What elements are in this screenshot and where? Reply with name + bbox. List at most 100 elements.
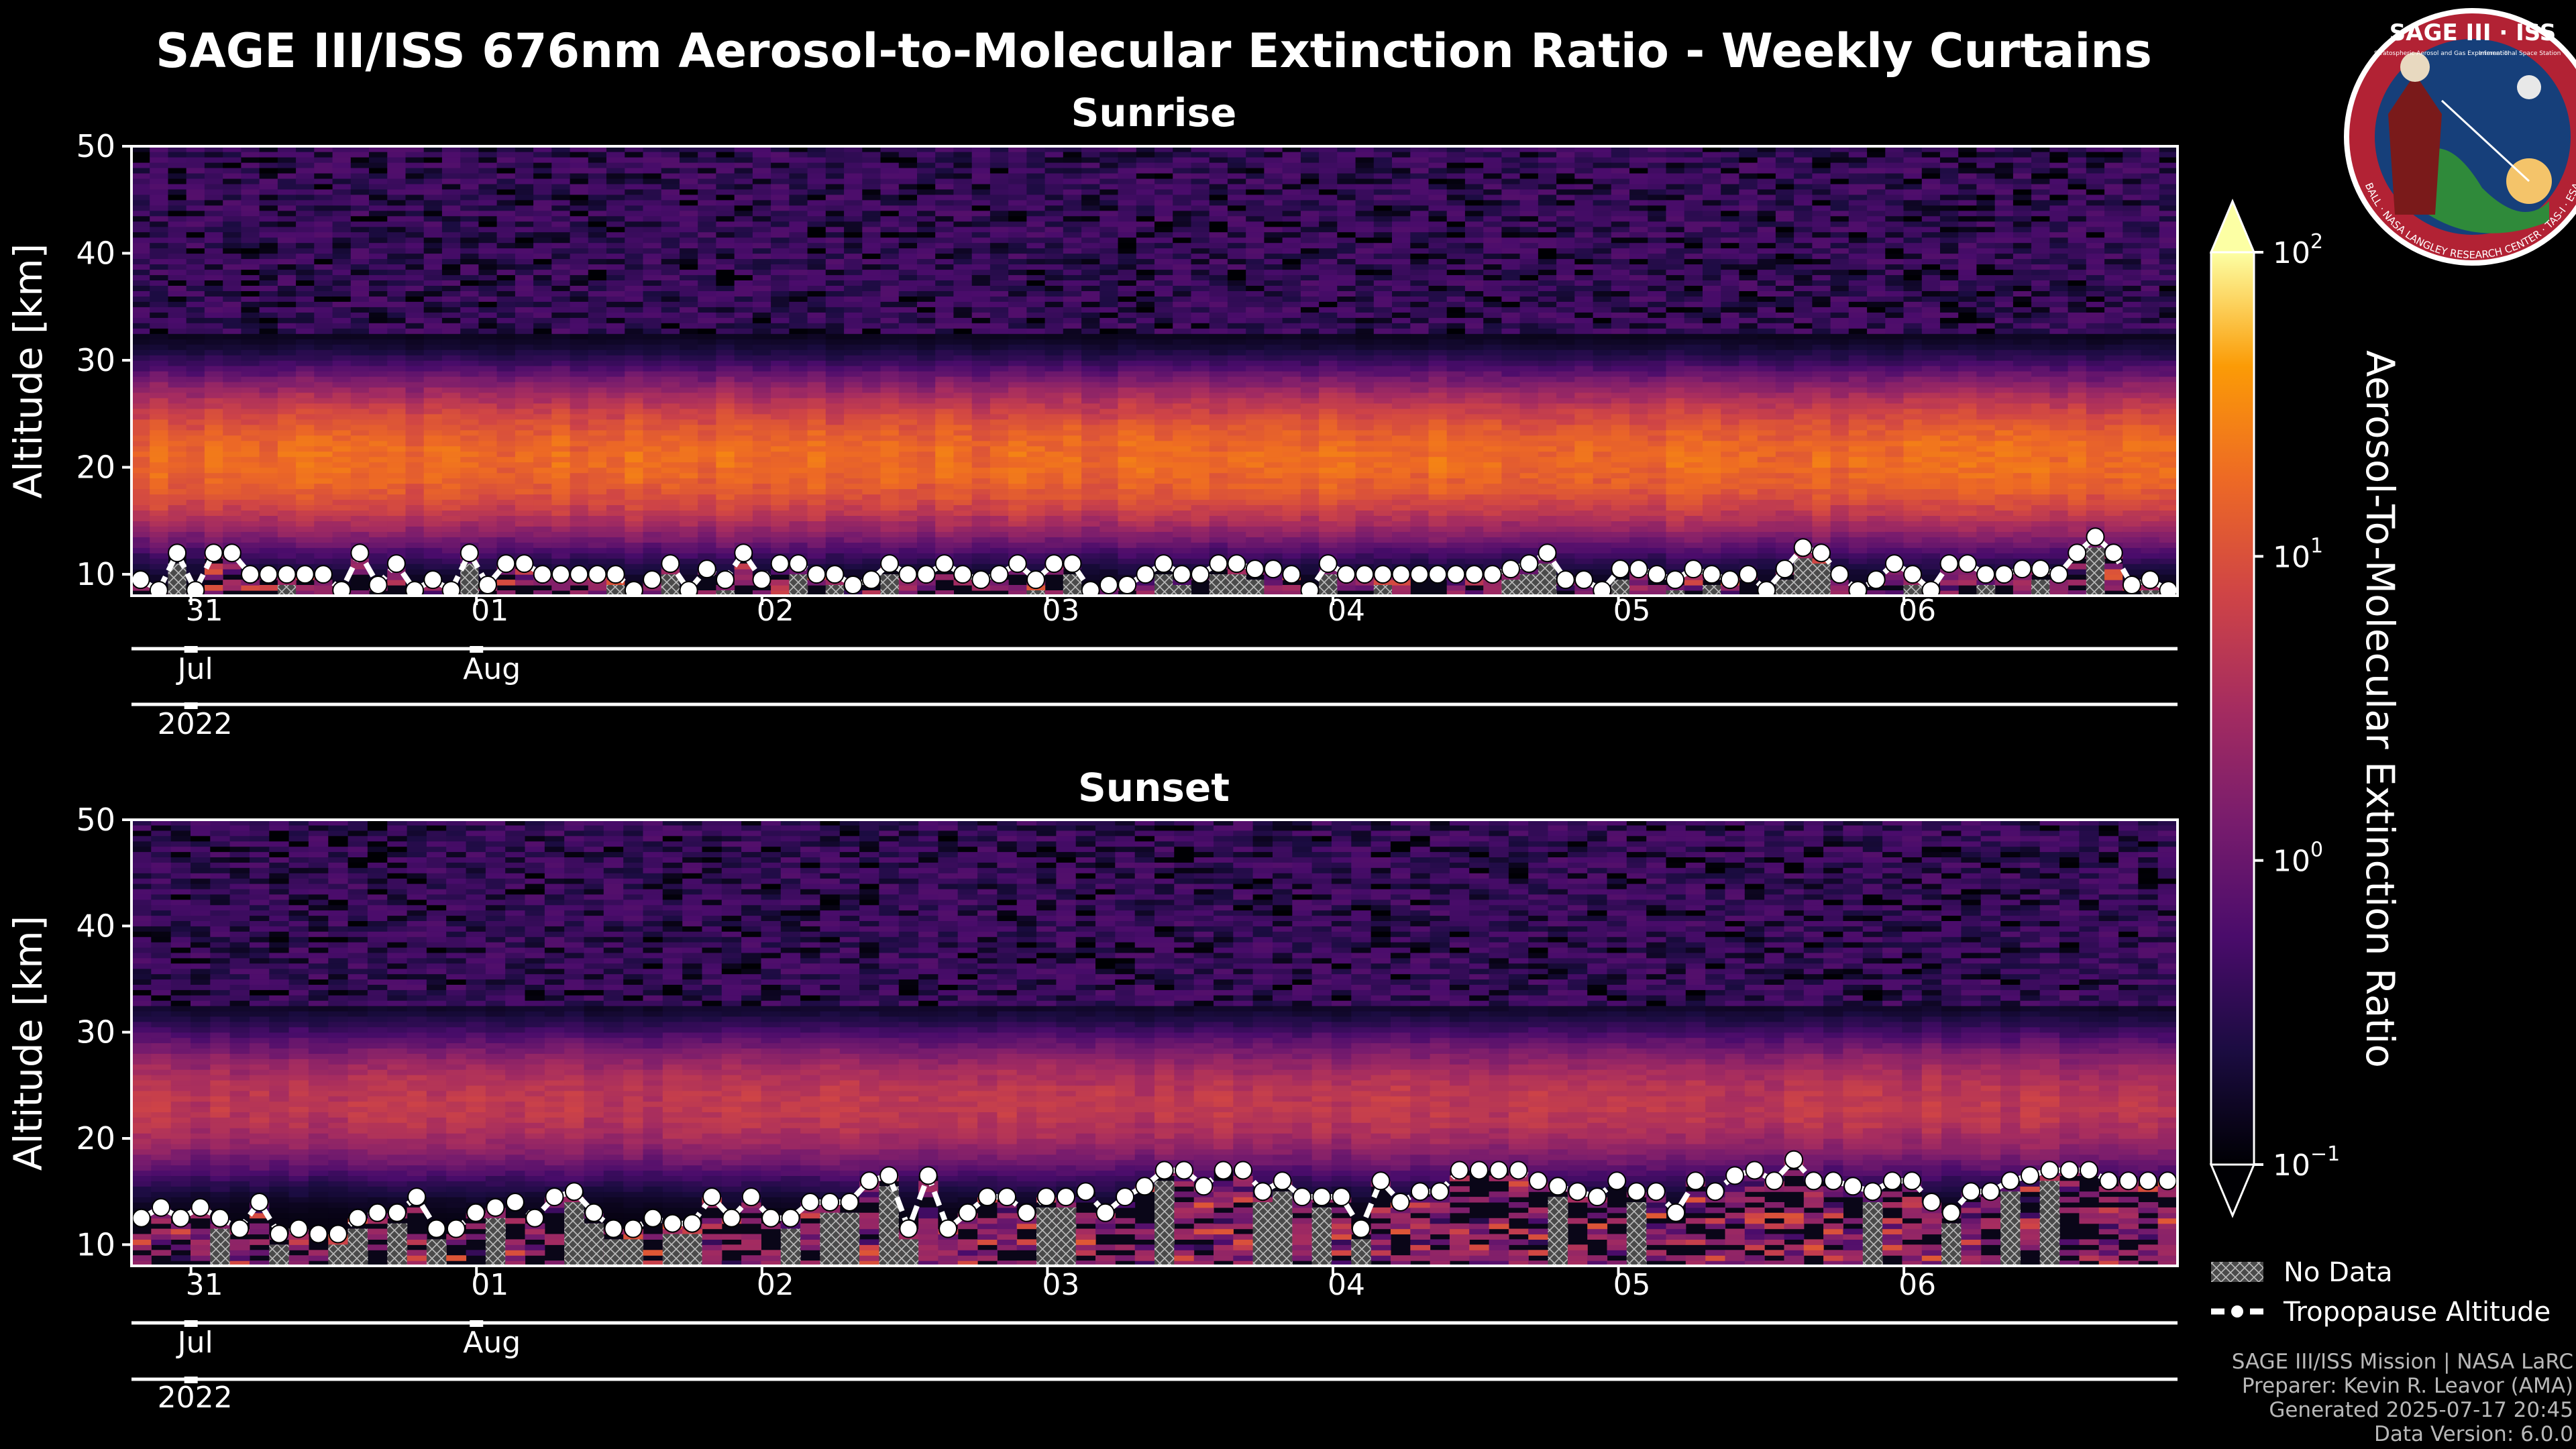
heatmap-cell bbox=[680, 355, 698, 361]
heatmap-cell bbox=[259, 280, 278, 286]
heatmap-cell bbox=[989, 376, 1009, 382]
heatmap-cell bbox=[1191, 553, 1210, 559]
heatmap-cell bbox=[387, 242, 407, 249]
heatmap-cell bbox=[661, 456, 680, 463]
heatmap-cell bbox=[1044, 382, 1064, 388]
heatmap-cell bbox=[734, 499, 753, 505]
heatmap-cell bbox=[698, 333, 716, 339]
heatmap-cell bbox=[898, 355, 918, 361]
heatmap-cell bbox=[405, 451, 425, 458]
heatmap-cell bbox=[277, 445, 297, 452]
heatmap-cell bbox=[1136, 172, 1155, 179]
heatmap-cell bbox=[186, 360, 205, 366]
heatmap-cell bbox=[880, 440, 900, 447]
heatmap-cell bbox=[441, 317, 461, 323]
heatmap-cell bbox=[350, 172, 370, 179]
heatmap-cell bbox=[515, 445, 534, 452]
heatmap-cell bbox=[204, 574, 223, 580]
heatmap-cell bbox=[734, 402, 753, 409]
heatmap-cell bbox=[369, 451, 388, 458]
heatmap-cell bbox=[332, 290, 352, 297]
heatmap-cell bbox=[789, 494, 808, 500]
heatmap-cell bbox=[880, 371, 900, 377]
heatmap-cell bbox=[496, 445, 516, 452]
heatmap-cell bbox=[1099, 386, 1119, 393]
heatmap-cell bbox=[844, 392, 863, 398]
heatmap-cell bbox=[1026, 467, 1046, 474]
heatmap-cell bbox=[241, 445, 260, 452]
heatmap-cell bbox=[1099, 542, 1119, 548]
heatmap-cell bbox=[332, 569, 352, 575]
heatmap-cell bbox=[807, 269, 826, 276]
heatmap-cell bbox=[862, 467, 881, 474]
heatmap-cell bbox=[734, 157, 753, 163]
heatmap-cell bbox=[698, 590, 716, 596]
heatmap-cell bbox=[1081, 285, 1100, 291]
heatmap-cell bbox=[898, 392, 918, 398]
heatmap-cell bbox=[277, 269, 297, 276]
heatmap-cell bbox=[570, 167, 589, 174]
heatmap-cell bbox=[1008, 542, 1027, 548]
heatmap-cell bbox=[807, 189, 826, 195]
heatmap-cell bbox=[680, 553, 698, 559]
heatmap-cell bbox=[131, 264, 150, 270]
heatmap-cell bbox=[460, 478, 479, 484]
heatmap-cell bbox=[168, 478, 187, 484]
heatmap-cell bbox=[752, 178, 771, 184]
heatmap-cell bbox=[716, 542, 735, 548]
heatmap-cell bbox=[387, 280, 407, 286]
heatmap-cell bbox=[551, 307, 571, 313]
heatmap-cell bbox=[606, 237, 625, 244]
heatmap-cell bbox=[807, 408, 826, 415]
heatmap-cell bbox=[917, 280, 936, 286]
heatmap-cell bbox=[716, 499, 735, 505]
heatmap-cell bbox=[570, 445, 589, 452]
heatmap-cell bbox=[606, 194, 625, 201]
heatmap-cell bbox=[150, 285, 168, 291]
heatmap-cell bbox=[935, 472, 954, 479]
heatmap-cell bbox=[971, 382, 991, 388]
heatmap-cell bbox=[259, 274, 278, 280]
heatmap-cell bbox=[698, 488, 716, 495]
heatmap-cell bbox=[1063, 386, 1082, 393]
heatmap-cell bbox=[588, 462, 607, 468]
heatmap-cell bbox=[661, 408, 680, 415]
heatmap-cell bbox=[1026, 440, 1046, 447]
heatmap-cell bbox=[1081, 382, 1100, 388]
heatmap-cell bbox=[131, 371, 150, 377]
heatmap-cell bbox=[1118, 435, 1137, 441]
heatmap-cell bbox=[241, 312, 260, 318]
heatmap-cell bbox=[698, 499, 716, 505]
heatmap-cell bbox=[825, 526, 845, 532]
heatmap-cell bbox=[296, 440, 315, 447]
heatmap-cell bbox=[168, 392, 187, 398]
heatmap-cell bbox=[989, 253, 1009, 260]
heatmap-cell bbox=[277, 366, 297, 372]
heatmap-cell bbox=[277, 215, 297, 222]
heatmap-cell bbox=[661, 521, 680, 527]
heatmap-cell bbox=[387, 526, 407, 532]
heatmap-cell bbox=[332, 424, 352, 431]
heatmap-cell bbox=[423, 258, 443, 265]
heatmap-cell bbox=[570, 424, 589, 431]
heatmap-cell bbox=[698, 435, 716, 441]
heatmap-cell bbox=[515, 269, 534, 276]
heatmap-cell bbox=[1136, 542, 1155, 548]
heatmap-cell bbox=[223, 478, 241, 484]
heatmap-cell bbox=[935, 210, 954, 217]
heatmap-cell bbox=[296, 183, 315, 190]
heatmap-cell bbox=[131, 167, 150, 174]
heatmap-cell bbox=[314, 307, 333, 313]
heatmap-cell bbox=[1081, 215, 1100, 222]
heatmap-cell bbox=[259, 585, 278, 591]
heatmap-cell bbox=[971, 264, 991, 270]
heatmap-cell bbox=[807, 146, 826, 152]
heatmap-cell bbox=[350, 355, 370, 361]
heatmap-cell bbox=[259, 172, 278, 179]
heatmap-cell bbox=[880, 408, 900, 415]
heatmap-cell bbox=[1099, 413, 1119, 420]
heatmap-cell bbox=[680, 189, 698, 195]
heatmap-cell bbox=[643, 355, 662, 361]
heatmap-cell bbox=[460, 290, 479, 297]
heatmap-cell bbox=[478, 328, 498, 334]
